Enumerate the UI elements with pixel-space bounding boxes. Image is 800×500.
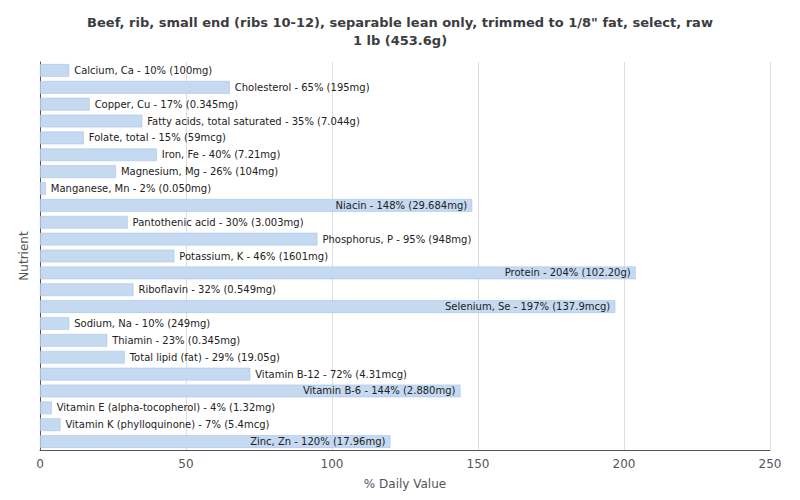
svg-text:Vitamin K (phylloquinone) - 7%: Vitamin K (phylloquinone) - 7% (5.4mcg) [65,419,269,430]
svg-text:Vitamin E (alpha-tocopherol) -: Vitamin E (alpha-tocopherol) - 4% (1.32m… [57,402,276,413]
svg-text:200: 200 [613,457,636,471]
svg-text:Folate, total - 15% (59mcg): Folate, total - 15% (59mcg) [89,132,226,143]
svg-text:Iron, Fe - 40% (7.21mg): Iron, Fe - 40% (7.21mg) [162,149,281,160]
svg-text:Cholesterol - 65% (195mg): Cholesterol - 65% (195mg) [235,82,370,93]
svg-text:Nutrient: Nutrient [17,231,31,281]
svg-text:Vitamin B-6 - 144% (2.880mg): Vitamin B-6 - 144% (2.880mg) [303,385,456,396]
svg-text:Copper, Cu - 17% (0.345mg): Copper, Cu - 17% (0.345mg) [95,99,239,110]
svg-text:Selenium, Se - 197% (137.9mcg): Selenium, Se - 197% (137.9mcg) [445,301,610,312]
svg-text:Fatty acids, total saturated -: Fatty acids, total saturated - 35% (7.04… [147,116,360,127]
svg-text:Sodium, Na - 10% (249mg): Sodium, Na - 10% (249mg) [74,318,210,329]
svg-text:Magnesium, Mg - 26% (104mg): Magnesium, Mg - 26% (104mg) [121,166,278,177]
svg-text:Calcium, Ca - 10% (100mg): Calcium, Ca - 10% (100mg) [74,65,212,76]
svg-text:50: 50 [178,457,193,471]
svg-text:250: 250 [759,457,782,471]
svg-text:Total lipid (fat) - 29% (19.05: Total lipid (fat) - 29% (19.05g) [129,352,280,363]
svg-text:Potassium, K - 46% (1601mg): Potassium, K - 46% (1601mg) [179,251,328,262]
svg-text:Manganese, Mn - 2% (0.050mg): Manganese, Mn - 2% (0.050mg) [51,183,211,194]
svg-text:Beef, rib, small end (ribs 10-: Beef, rib, small end (ribs 10-12), separ… [87,15,713,30]
svg-text:% Daily Value: % Daily Value [364,477,446,491]
svg-text:Pantothenic acid - 30% (3.003m: Pantothenic acid - 30% (3.003mg) [133,217,304,228]
svg-text:Phosphorus, P - 95% (948mg): Phosphorus, P - 95% (948mg) [322,234,471,245]
svg-text:Protein - 204% (102.20g): Protein - 204% (102.20g) [505,267,631,278]
svg-text:Riboflavin - 32% (0.549mg): Riboflavin - 32% (0.549mg) [138,284,276,295]
svg-text:Zinc, Zn - 120% (17.96mg): Zinc, Zn - 120% (17.96mg) [250,436,385,447]
svg-text:150: 150 [467,457,490,471]
svg-text:0: 0 [36,457,44,471]
svg-text:100: 100 [321,457,344,471]
svg-text:Niacin - 148% (29.684mg): Niacin - 148% (29.684mg) [336,200,468,211]
svg-text:Vitamin B-12 - 72% (4.31mcg): Vitamin B-12 - 72% (4.31mcg) [255,369,407,380]
svg-text:Thiamin - 23% (0.345mg): Thiamin - 23% (0.345mg) [111,335,240,346]
svg-text:1 lb (453.6g): 1 lb (453.6g) [353,33,447,48]
